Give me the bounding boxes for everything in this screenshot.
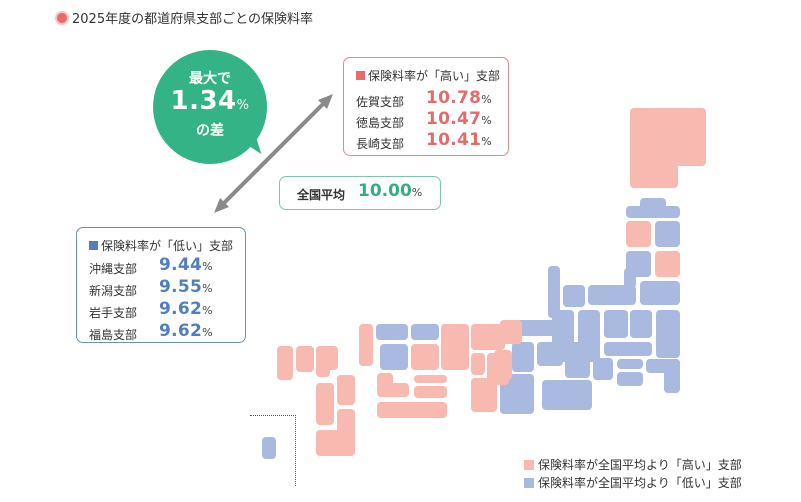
tile-fukuoka-2 (316, 365, 330, 377)
tile-fukushima (640, 281, 680, 305)
bullet-icon (57, 12, 67, 23)
tile-shiga (537, 342, 563, 366)
low-rate-box: 保険料率が「低い」支部 沖縄支部 9.44% 新潟支部 9.55% 岩手支部 9.62… (76, 227, 246, 343)
tile-kumamoto (316, 383, 334, 425)
tile-tokushima (414, 386, 447, 398)
tile-hokkaido-2 (654, 108, 706, 166)
max-difference-bubble: 最大で 1.34% の差 (153, 50, 267, 164)
tile-hiroshima (380, 344, 408, 370)
high-box-header: 保険料率が「高い」支部 (356, 67, 500, 84)
red-square-icon (356, 71, 365, 80)
tile-okinawa (262, 437, 276, 459)
tile-miyagi (655, 251, 680, 277)
low-row: 福島支部 9.62% (89, 321, 213, 342)
tile-osaka-2 (471, 353, 485, 375)
tile-ibaraki (656, 310, 680, 358)
high-row: 長崎支部 10.41% (356, 130, 493, 151)
tile-chiba-2 (664, 359, 680, 393)
tile-hyogo-2 (441, 324, 469, 370)
legend-high-swatch (524, 459, 534, 470)
bubble-value: 1.34% (170, 86, 250, 116)
tile-niigata-2 (624, 268, 636, 288)
tile-akita (626, 221, 651, 247)
tile-fukuoka (316, 346, 338, 370)
tile-aichi (565, 342, 590, 378)
tile-wakayama-2 (471, 378, 497, 412)
tile-kanagawa (617, 372, 643, 386)
tile-saga (296, 346, 314, 372)
bubble-line1: 最大で (189, 71, 231, 87)
low-box-header: 保険料率が「低い」支部 (89, 237, 233, 254)
legend-low: 保険料率が全国平均より「低い」支部 (524, 474, 742, 491)
tile-kagawa (414, 375, 447, 383)
tile-saitama (604, 342, 652, 356)
tile-okayama (411, 344, 439, 370)
tile-ehime-top (377, 373, 393, 387)
tile-shizuoka (542, 380, 592, 410)
tile-tokyo (617, 359, 643, 369)
tile-tochigi (604, 310, 628, 338)
tile-aomori (626, 206, 680, 218)
tile-ibaraki-2 (630, 310, 652, 338)
tile-nara-2 (487, 353, 509, 385)
tile-oita (337, 375, 355, 405)
tile-aomori-top (640, 198, 666, 210)
tile-shimane (376, 324, 408, 340)
tile-iwate (655, 221, 680, 247)
low-row: 岩手支部 9.62% (89, 299, 213, 320)
tile-yamaguchi (359, 324, 373, 366)
average-label: 全国平均 (297, 188, 346, 202)
low-row: 新潟支部 9.55% (89, 277, 213, 298)
legend-high: 保険料率が全国平均より「高い」支部 (524, 456, 742, 473)
tile-kochi (377, 402, 447, 418)
tile-yamanashi (593, 358, 613, 380)
legend-low-swatch (524, 477, 534, 488)
tile-ishikawa (548, 266, 560, 318)
tile-kagoshima (316, 430, 355, 456)
average-value: 10.00% (358, 181, 423, 201)
high-rate-box: 保険料率が「高い」支部 佐賀支部 10.78% 徳島支部 10.47% 長崎支部 10… (343, 57, 509, 156)
tile-hyogo (500, 320, 522, 344)
tile-niigata (588, 285, 636, 305)
national-average-box: 全国平均 10.00% (279, 176, 441, 210)
high-row: 徳島支部 10.47% (356, 109, 493, 130)
tile-tottori (411, 324, 439, 340)
okinawa-inset-border (250, 415, 296, 486)
tile-nagasaki (277, 346, 293, 380)
tile-toyama (563, 285, 585, 307)
page-title: 2025年度の都道府県支部ごとの保険料率 (57, 8, 313, 27)
tile-kyoto (512, 342, 534, 372)
high-row: 佐賀支部 10.78% (356, 88, 493, 109)
low-row: 沖縄支部 9.44% (89, 255, 213, 276)
bubble-line3: の差 (196, 123, 224, 139)
tile-kyoto-2 (471, 324, 505, 350)
blue-square-icon (89, 241, 98, 250)
